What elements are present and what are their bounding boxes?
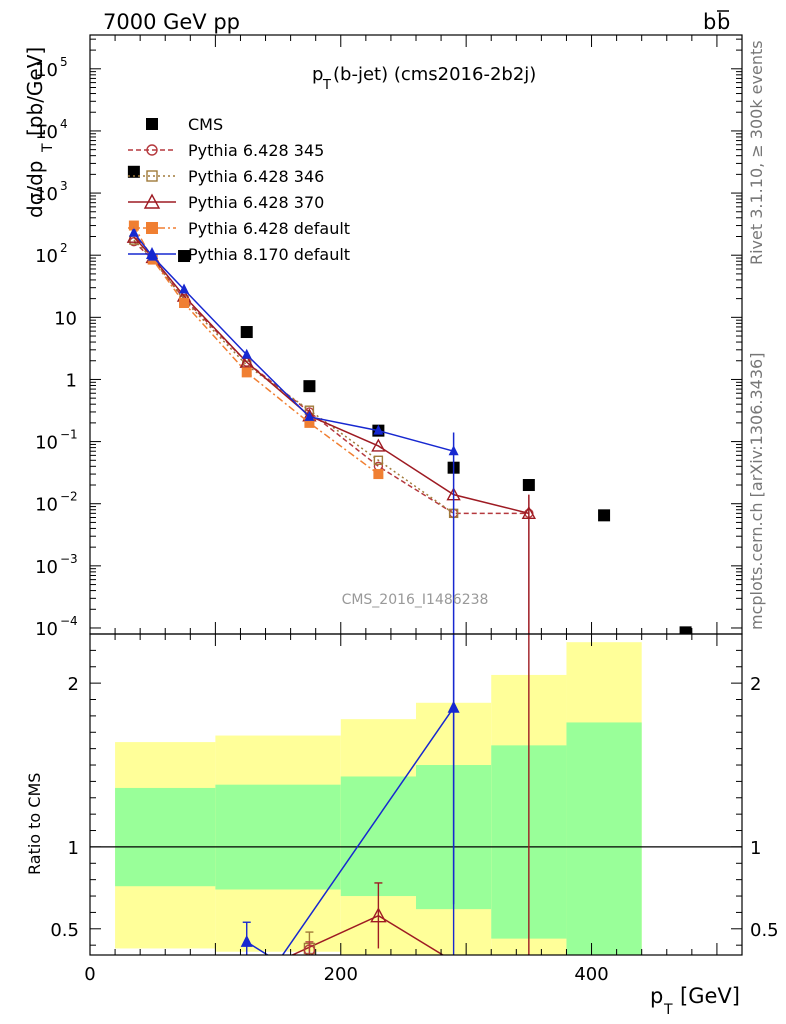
mcplots-credit-label: mcplots.cern.ch [arXiv:1306.3436] [747,353,766,630]
y-tick-label: 10 [35,60,58,81]
legend-label-pythia-8-170-default: Pythia 8.170 default [188,245,350,264]
series-line-pythia-6-428-345 [133,241,529,515]
y-axis-label: dσ/dp T [pb/GeV] [23,47,56,218]
y-tick-label: 10 [35,557,58,578]
x-tick-label: 400 [574,964,608,985]
legend-marker-pythia-6-428-346 [146,170,158,182]
y-tick-label: 10 [35,246,58,267]
y-tick-label: 10 [35,619,58,640]
ratio-point-pythia-6-428-370 [370,907,387,923]
data-point-pythia-8-170-default [179,283,190,294]
legend-marker-pythia-6-428-default [146,222,158,234]
data-point-pythia-8-170-default [241,348,252,359]
x-axis-label-base: p [650,984,663,1008]
ratio-band-inner [566,722,642,955]
y-tick-label-exponent: −1 [60,428,78,442]
y-tick-label: 10 [35,184,58,205]
ratio-y-tick-label-right: 0.5 [750,920,779,941]
legend: CMS Pythia 6.428 345 Pythia 6.428 346 Pythi… [128,115,350,264]
ratio-band-inner [115,787,216,887]
ratio-uncertainty-bands [90,642,742,955]
legend-label-pythia-6-428-346: Pythia 6.428 346 [188,167,324,186]
x-tick-label: 0 [84,964,95,985]
data-point-pythia-6-428-370 [239,354,254,368]
y-tick-label: 10 [35,122,58,143]
collision-label: 7000 GeV pp [103,10,240,34]
data-point-pythia-6-428-default [179,298,190,309]
data-point-cms [679,626,692,634]
y-axis-label-unit: [pb/GeV] [23,47,47,136]
y-tick-label-exponent: 5 [60,55,68,69]
ratio-band-inner [340,776,416,897]
legend-marker-cms [146,118,158,130]
data-point-cms [303,380,316,393]
legend-label-cms: CMS [188,115,223,134]
ratio-y-axis-label: Ratio to CMS [25,773,44,875]
process-label-bar: b [717,10,730,34]
series-line-pythia-6-428-346 [133,239,455,514]
ratio-y-tick-label: 1 [68,838,79,859]
legend-label-pythia-6-428-345: Pythia 6.428 345 [188,141,324,160]
plot-title-sub: T [322,78,331,93]
legend-marker-pythia-6-428-345 [146,144,158,156]
rivet-version-label: Rivet 3.1.10, ≥ 300k events [747,40,766,265]
data-point-pythia-8-170-default [128,226,139,237]
y-tick-label-exponent: 3 [60,179,68,193]
ratio-point-pythia-6-428-345 [303,944,316,955]
data-point-cms [127,165,140,178]
legend-marker-pythia-6-428-370 [143,193,161,209]
series-line-pythia-8-170-default [133,232,454,452]
data-point-cms [240,326,253,339]
data-point-cms [598,509,611,522]
ratio-axes: 0.5 0.5 1 1 2 2 0 200 400 [50,633,779,985]
y-axis-label-main: dσ/dp [23,161,47,219]
legend-label-pythia-6-428-default: Pythia 6.428 default [188,219,350,238]
process-label: b b [703,10,730,34]
y-tick-label-exponent: 4 [60,117,68,131]
data-point-pythia-6-428-346 [373,455,384,465]
ratio-y-tick-label-right: 1 [750,838,761,859]
data-point-cms [178,250,191,263]
plot-title-rest: (b-jet) (cms2016-2b2j) [333,64,536,85]
y-tick-label-exponent: −3 [60,552,78,566]
y-tick-label-exponent: 2 [60,241,68,255]
x-axis-label: p T [GeV] [650,984,740,1018]
y-tick-label: 10 [35,433,58,454]
ratio-y-tick-label-right: 2 [750,674,761,695]
data-point-pythia-8-170-default [373,424,384,435]
process-label-base: b [703,10,716,34]
x-axis-label-unit: [GeV] [680,984,740,1008]
plot-watermark: CMS_2016_I1486238 [342,592,489,608]
plot-title: p T (b-jet) (cms2016-2b2j) [312,64,536,93]
x-axis-label-sub: T [663,1002,673,1018]
ratio-y-tick-label: 2 [68,674,79,695]
y-tick-label: 10 [35,495,58,516]
y-tick-label: 10 [54,308,77,329]
y-tick-label-exponent: −4 [60,614,78,628]
data-point-pythia-6-428-default [373,469,384,480]
data-point-pythia-8-170-default [304,410,315,421]
ratio-point-pythia-8-170-default [240,934,253,947]
data-point-pythia-6-428-370 [371,438,386,452]
ratio-band-inner [215,784,341,890]
y-axis-label-sub: T [40,143,56,153]
ratio-panel: 0.5 0.5 1 1 2 2 0 200 400 Ratio to CMS p T [GeV] [25,633,779,1018]
data-point-pythia-6-428-default [241,367,252,378]
legend-marker-pythia-8-170-default [146,247,158,259]
series-line-pythia-6-428-370 [133,236,530,515]
data-point-cms [522,479,535,492]
data-point-pythia-6-428-default [128,220,139,231]
y-tick-label-exponent: −2 [60,490,78,504]
ratio-series-layer [240,634,530,955]
plot-title-base: p [312,64,323,85]
legend-label-pythia-6-428-370: Pythia 6.428 370 [188,193,324,212]
ratio-line-pythia-8-170-default [246,707,455,955]
x-tick-label: 200 [324,964,358,985]
ratio-y-tick-label: 0.5 [50,920,79,941]
data-point-pythia-6-428-default [304,417,315,428]
y-tick-label: 1 [66,370,77,391]
